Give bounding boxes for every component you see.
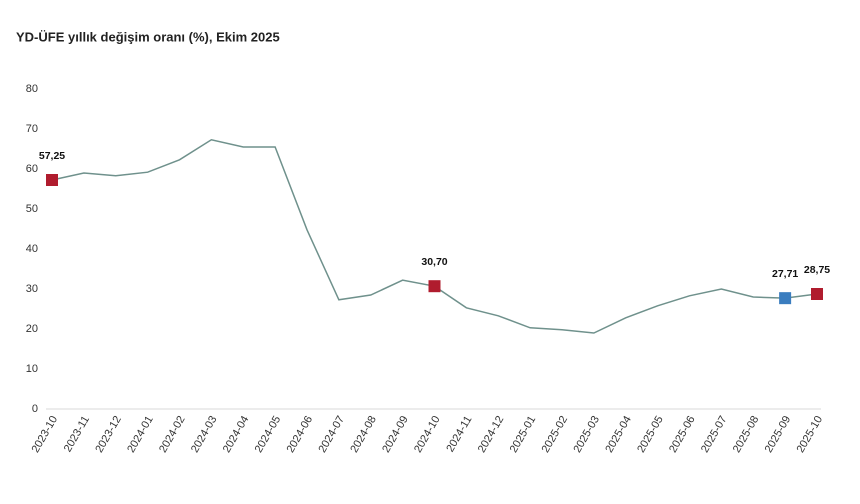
x-tick-label: 2024-09 [380, 414, 411, 455]
x-tick-label: 2024-12 [476, 414, 507, 455]
x-tick-label: 2023-12 [93, 414, 124, 455]
y-tick-label: 60 [26, 163, 38, 175]
x-tick-label: 2024-03 [189, 414, 220, 455]
series-line [51, 139, 818, 334]
x-tick-label: 2024-10 [412, 414, 443, 455]
x-tick-label: 2025-09 [763, 414, 794, 455]
value-label: 57,25 [39, 150, 65, 162]
x-tick-label: 2025-10 [795, 414, 826, 455]
y-tick-label: 0 [32, 403, 38, 415]
chart-title: YD-ÜFE yıllık değişim oranı (%), Ekim 20… [16, 29, 280, 44]
x-tick-label: 2025-03 [571, 414, 602, 455]
x-tick-label: 2024-05 [253, 414, 284, 455]
x-tick-label: 2025-06 [667, 414, 698, 455]
point-marker [779, 292, 792, 305]
y-tick-label: 40 [26, 243, 38, 255]
x-tick-label: 2024-08 [348, 414, 379, 455]
point-marker [428, 280, 441, 293]
x-tick-label: 2024-07 [316, 414, 347, 455]
x-tick-label: 2025-07 [699, 414, 730, 455]
x-tick-label: 2024-02 [157, 414, 188, 455]
y-tick-label: 80 [26, 83, 38, 95]
value-label: 27,71 [772, 268, 798, 280]
y-tick-label: 70 [26, 123, 38, 135]
x-tick-label: 2025-08 [731, 414, 762, 455]
y-tick-label: 50 [26, 203, 38, 215]
x-tick-label: 2025-01 [508, 414, 539, 455]
x-tick-label: 2025-04 [603, 414, 634, 455]
x-tick-label: 2025-02 [540, 414, 571, 455]
x-tick-label: 2023-11 [62, 414, 92, 454]
x-tick-label: 2025-05 [635, 414, 666, 455]
x-tick-label: 2024-04 [221, 414, 252, 455]
point-marker [46, 174, 58, 186]
x-tick-label: 2024-11 [444, 414, 474, 454]
x-tick-label: 2024-01 [125, 414, 156, 455]
point-marker [811, 288, 823, 300]
value-label: 30,70 [421, 256, 447, 268]
value-label: 28,75 [804, 264, 830, 276]
y-tick-label: 10 [26, 363, 38, 375]
x-tick-label: 2024-06 [285, 414, 316, 455]
y-tick-label: 30 [26, 283, 38, 295]
x-tick-label: 2023-10 [30, 414, 61, 455]
y-tick-label: 20 [26, 323, 38, 335]
